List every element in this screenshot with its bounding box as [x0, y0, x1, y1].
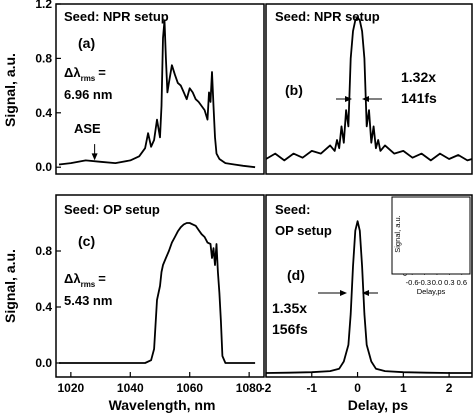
- inset-frame: [391, 196, 471, 275]
- x-axis-label-delay: Delay, ps: [348, 397, 409, 413]
- ase-label: ASE: [74, 121, 101, 136]
- y-tick-label: 0.4: [35, 106, 52, 120]
- panel-d-width-value: 156fs: [272, 321, 308, 337]
- inset-x-tick-label: 0.6: [457, 278, 467, 287]
- inset-x-tick-label: -0.3: [418, 278, 431, 287]
- panel-a-frame: [55, 3, 265, 175]
- panel-c-delta: Δλrms =: [64, 271, 106, 289]
- panel-c-title: Seed: OP setup: [64, 202, 160, 217]
- panel-b-title: Seed: NPR setup: [275, 9, 380, 24]
- tick-layer: 0.0 0.4 0.8 1.2 1020 1040 1060 1080 0.0 0.4 0.8 -2 -…: [35, 0, 467, 395]
- inset-x-tick-label: 0.0: [432, 278, 442, 287]
- y-tick-label: 0.4: [35, 300, 52, 314]
- x-tick-label: -1: [306, 381, 317, 395]
- y-tick-label: 0.8: [35, 244, 52, 258]
- x-tick-label: 0: [354, 381, 361, 395]
- panel-c-series-line: [59, 222, 256, 364]
- x-tick-label: 1: [400, 381, 407, 395]
- panel-c-delta-value: 5.43 nm: [64, 293, 112, 308]
- panel-d-series-line: [265, 220, 472, 374]
- y-tick-label: 1.2: [35, 0, 52, 11]
- panel-b-width-factor: 1.32x: [401, 69, 436, 85]
- inset-x-tick-label: 0.3: [444, 278, 454, 287]
- panel-b-series-line: [265, 16, 473, 162]
- ase-arrowhead: [91, 153, 98, 161]
- panel-b-frame: [265, 3, 473, 175]
- panel-d-frame: [265, 194, 473, 378]
- panel-a-label: (a): [78, 35, 95, 51]
- x-tick-label: 1020: [58, 381, 85, 395]
- y-axis-label-top: Signal, a.u.: [2, 53, 18, 127]
- panel-c-frame: [55, 194, 265, 378]
- panel-a-delta-value: 6.96 nm: [64, 87, 112, 102]
- panel-a-delta: Δλrms =: [64, 65, 106, 83]
- panel-d-title: Seed:: [275, 202, 310, 217]
- panel-d-fwhm-arrows: [318, 290, 378, 296]
- y-tick-label: 0.0: [35, 160, 52, 174]
- x-tick-label: 2: [446, 381, 453, 395]
- panel-b-fwhm-arrows: [336, 96, 382, 102]
- x-tick-label: 1040: [117, 381, 144, 395]
- y-tick-label: 0.0: [35, 356, 52, 370]
- y-axis-label-bottom: Signal, a.u.: [2, 249, 18, 323]
- inset-y-label: Signal, a.u.: [393, 215, 402, 253]
- y-tick-label: 0.8: [35, 51, 52, 65]
- panel-d-label: (d): [287, 267, 305, 283]
- inset-x-label: Delay,ps: [417, 287, 446, 296]
- x-tick-label: -2: [261, 381, 272, 395]
- panel-c-label: (c): [78, 233, 95, 249]
- panel-a-series-line: [58, 19, 256, 169]
- x-tick-label: 1060: [176, 381, 203, 395]
- panel-d-title-line2: OP setup: [275, 223, 332, 238]
- panel-a-title: Seed: NPR setup: [64, 9, 169, 24]
- panel-b-label: (b): [285, 82, 303, 98]
- inset-x-tick-label: -0.6: [406, 278, 419, 287]
- panel-b-width-value: 141fs: [401, 90, 437, 106]
- panel-d-width-factor: 1.35x: [272, 300, 307, 316]
- x-axis-label-wavelength: Wavelength, nm: [109, 397, 216, 413]
- x-tick-label: 1080: [236, 381, 263, 395]
